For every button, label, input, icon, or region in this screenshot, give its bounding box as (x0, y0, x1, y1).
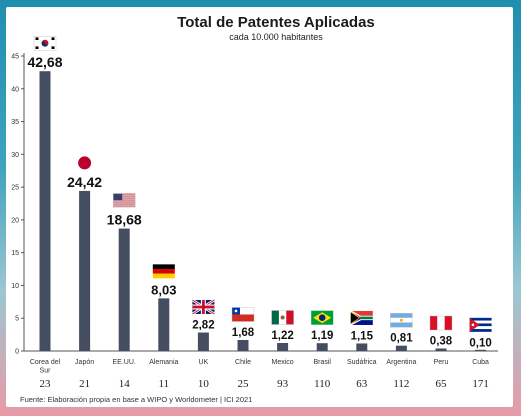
rank-label: 93 (277, 378, 289, 390)
bar (475, 349, 487, 351)
flags (33, 36, 492, 332)
south-korea-flag-icon (33, 36, 57, 51)
south-africa-flag-icon (350, 310, 374, 326)
japan-flag-icon (78, 156, 92, 170)
category-label: Argentina (386, 359, 416, 366)
chile-flag-icon (231, 307, 255, 322)
rank-label: 10 (198, 378, 210, 390)
brazil-flag-icon (311, 310, 334, 325)
data-label: 1,19 (311, 330, 333, 342)
usa-flag-icon (112, 193, 136, 208)
chart-subtitle: cada 10.000 habitantes (229, 32, 323, 42)
bar (435, 348, 447, 351)
data-label: 8,03 (151, 282, 176, 297)
data-label: 0,10 (469, 337, 491, 349)
data-label: 1,15 (351, 330, 374, 342)
rank-label: 63 (356, 378, 368, 390)
cuba-flag-icon (469, 317, 492, 332)
bar (118, 228, 130, 351)
bar (395, 345, 407, 351)
category-label: Sudáfrica (347, 359, 377, 366)
category-label: Sur (40, 368, 52, 375)
data-label: 0,81 (390, 333, 413, 345)
data-label: 2,82 (192, 320, 214, 332)
category-label: EE.UU. (113, 359, 136, 366)
y-tick-label: 15 (11, 250, 19, 257)
rank-label: 25 (238, 378, 250, 390)
source-note: Fuente: Elaboración propia en base a WIP… (20, 395, 252, 404)
category-label: Brasil (313, 359, 331, 366)
category-label: Chile (235, 359, 251, 366)
mexico-flag-icon (271, 310, 294, 325)
patents-bar-chart: Total de Patentes Aplicadas cada 10.000 … (11, 14, 498, 404)
data-labels: 42,68 24,42 18,68 8,03 2,82 1,68 1,22 1,19 1,15 0… (27, 54, 491, 349)
category-label: Cuba (472, 359, 489, 366)
category-label: UK (199, 359, 209, 366)
rank-label: 112 (393, 378, 409, 390)
y-axis: 0 5 10 15 20 25 30 35 40 45 (11, 53, 498, 356)
y-tick-label: 0 (15, 349, 19, 356)
data-label: 0,38 (430, 336, 453, 348)
rank-label: 14 (119, 378, 131, 390)
data-label: 1,68 (232, 327, 255, 339)
bar (158, 298, 170, 351)
chart-title: Total de Patentes Aplicadas (177, 14, 375, 31)
bar (79, 190, 91, 351)
rank-labels: 23 21 14 11 10 25 93 110 63 112 65 171 (40, 378, 489, 390)
data-label: 18,68 (107, 212, 142, 228)
bar (237, 339, 249, 351)
y-tick-label: 40 (11, 86, 19, 93)
bars (39, 71, 487, 351)
data-label: 24,42 (67, 174, 102, 190)
bar (356, 343, 368, 351)
data-label: 1,22 (271, 330, 293, 342)
y-tick-label: 30 (11, 152, 19, 159)
bar (197, 332, 209, 351)
rank-label: 65 (436, 378, 448, 390)
category-label: Alemania (149, 359, 178, 366)
rank-label: 23 (40, 378, 52, 390)
y-tick-label: 5 (15, 316, 19, 323)
argentina-flag-icon (390, 312, 413, 328)
y-tick-label: 20 (11, 217, 19, 224)
y-tick-label: 10 (11, 283, 19, 290)
category-label: Corea del (30, 359, 61, 366)
germany-flag-icon (152, 264, 175, 279)
bar (277, 343, 289, 351)
y-tick-label: 35 (11, 119, 19, 126)
rank-label: 171 (472, 378, 489, 390)
peru-flag-icon (429, 315, 453, 331)
y-tick-label: 25 (11, 185, 19, 192)
rank-label: 11 (159, 378, 170, 390)
rank-label: 110 (314, 378, 331, 390)
uk-flag-icon (191, 298, 216, 316)
chart-card: Total de Patentes Aplicadas cada 10.000 … (6, 7, 513, 407)
category-label: Mexico (272, 359, 294, 366)
rank-label: 21 (79, 378, 90, 390)
category-labels: Corea del Sur Japón EE.UU. Alemania UK Chile Me… (30, 359, 489, 375)
y-tick-label: 45 (11, 54, 19, 61)
data-label: 42,68 (27, 54, 62, 70)
bar (316, 343, 328, 351)
bar (39, 71, 51, 351)
category-label: Japón (75, 359, 94, 366)
category-label: Peru (434, 359, 449, 366)
